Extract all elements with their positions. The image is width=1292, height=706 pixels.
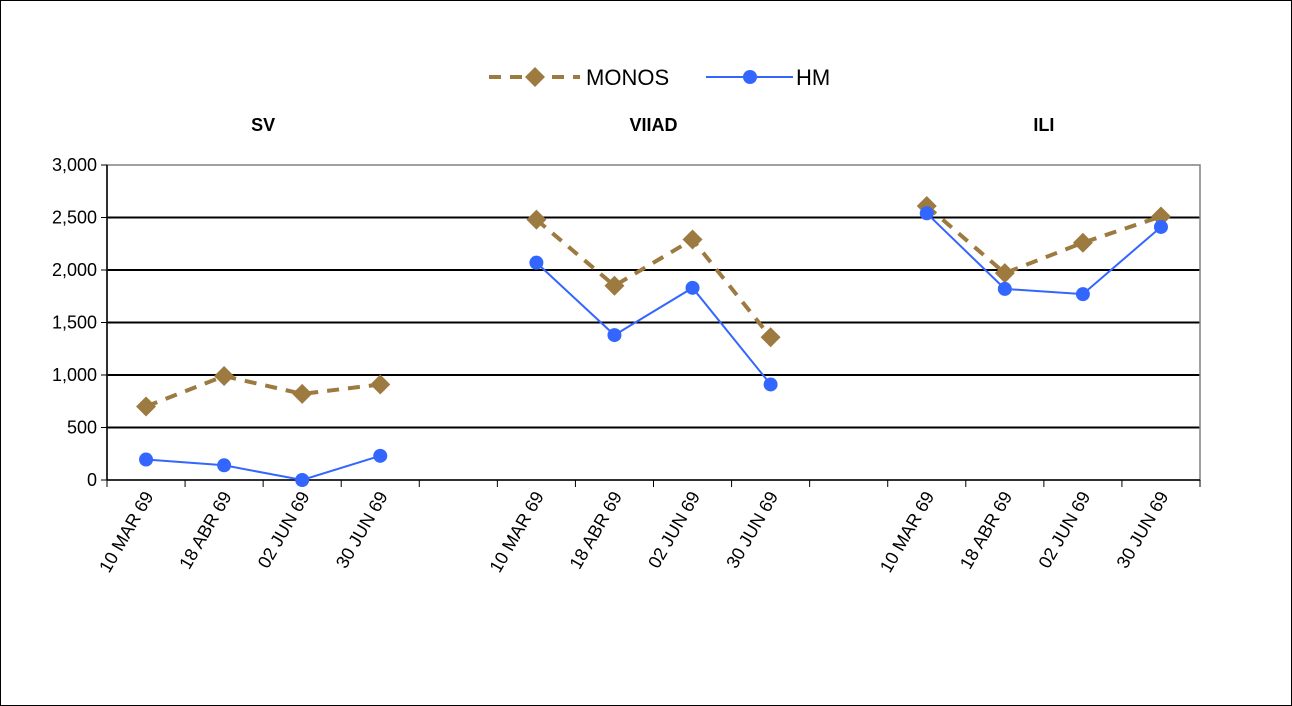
data-point — [763, 377, 778, 392]
x-tick-label: 30 JUN 69 — [722, 488, 782, 572]
group-titles: SV VIIAD ILI — [251, 115, 1054, 135]
data-point — [604, 275, 625, 296]
x-tick-label: 30 JUN 69 — [1113, 488, 1173, 572]
group-title: VIIAD — [629, 115, 677, 135]
data-point — [526, 209, 547, 230]
legend-item: HM — [706, 65, 830, 90]
series-line — [926, 212, 1162, 296]
data-point — [1150, 206, 1171, 227]
data-point — [1075, 287, 1090, 302]
series-line — [145, 373, 381, 409]
series — [136, 195, 1171, 487]
axes — [101, 164, 1201, 487]
legend-label: HM — [796, 65, 830, 90]
series-line — [925, 204, 1162, 276]
data-point — [217, 458, 232, 473]
group-title: ILI — [1033, 115, 1054, 135]
gridlines — [107, 216, 1200, 429]
data-point — [997, 281, 1012, 296]
data-point — [1153, 219, 1168, 234]
y-tick-label: 2,500 — [52, 208, 97, 228]
series-line — [535, 261, 772, 386]
x-tick-label: 10 MAR 69 — [876, 488, 938, 576]
data-point — [295, 473, 310, 487]
legend-marker — [525, 67, 545, 87]
y-tick-label: 2,000 — [52, 260, 97, 280]
y-tick-label: 1,000 — [52, 365, 97, 385]
series-line — [145, 454, 381, 482]
legend-label: MONOS — [586, 65, 669, 90]
series-line — [535, 218, 773, 339]
x-tick-label: 02 JUN 69 — [1035, 488, 1095, 572]
data-point — [292, 383, 313, 404]
data-point — [607, 328, 622, 343]
y-tick-label: 1,500 — [52, 313, 97, 333]
x-tick-label: 18 ABR 69 — [956, 488, 1016, 573]
series-hm — [139, 206, 1168, 487]
data-point — [685, 280, 700, 295]
legend-marker — [743, 70, 757, 84]
x-tick-label: 02 JUN 69 — [254, 488, 314, 572]
x-tick-label: 18 ABR 69 — [566, 488, 626, 573]
y-tick-label: 500 — [67, 418, 97, 438]
data-point — [214, 366, 235, 387]
y-tick-labels: 0 500 1,000 1,500 2,000 2,500 3,000 — [52, 155, 97, 490]
data-point — [136, 396, 157, 417]
legend: MONOS HM — [489, 65, 830, 90]
x-tick-label: 10 MAR 69 — [95, 488, 157, 576]
data-point — [373, 448, 388, 463]
x-tick-label: 30 JUN 69 — [332, 488, 392, 572]
data-point — [682, 229, 703, 250]
data-point — [370, 374, 391, 395]
data-point — [919, 206, 934, 221]
x-tick-label: 02 JUN 69 — [644, 488, 704, 572]
data-point — [139, 452, 154, 467]
data-point — [994, 263, 1015, 284]
legend-item: MONOS — [489, 65, 669, 90]
y-tick-label: 0 — [87, 470, 97, 490]
data-point — [1072, 232, 1093, 253]
series-monos — [136, 195, 1171, 417]
data-point — [760, 327, 781, 348]
y-tick-label: 3,000 — [52, 155, 97, 175]
x-tick-label: 18 ABR 69 — [175, 488, 235, 573]
x-tick-label: 10 MAR 69 — [486, 488, 548, 576]
group-title: SV — [251, 115, 275, 135]
x-tick-labels: 10 MAR 69 18 ABR 69 02 JUN 69 30 JUN 69 10 M… — [95, 488, 1172, 576]
data-point — [529, 255, 544, 270]
